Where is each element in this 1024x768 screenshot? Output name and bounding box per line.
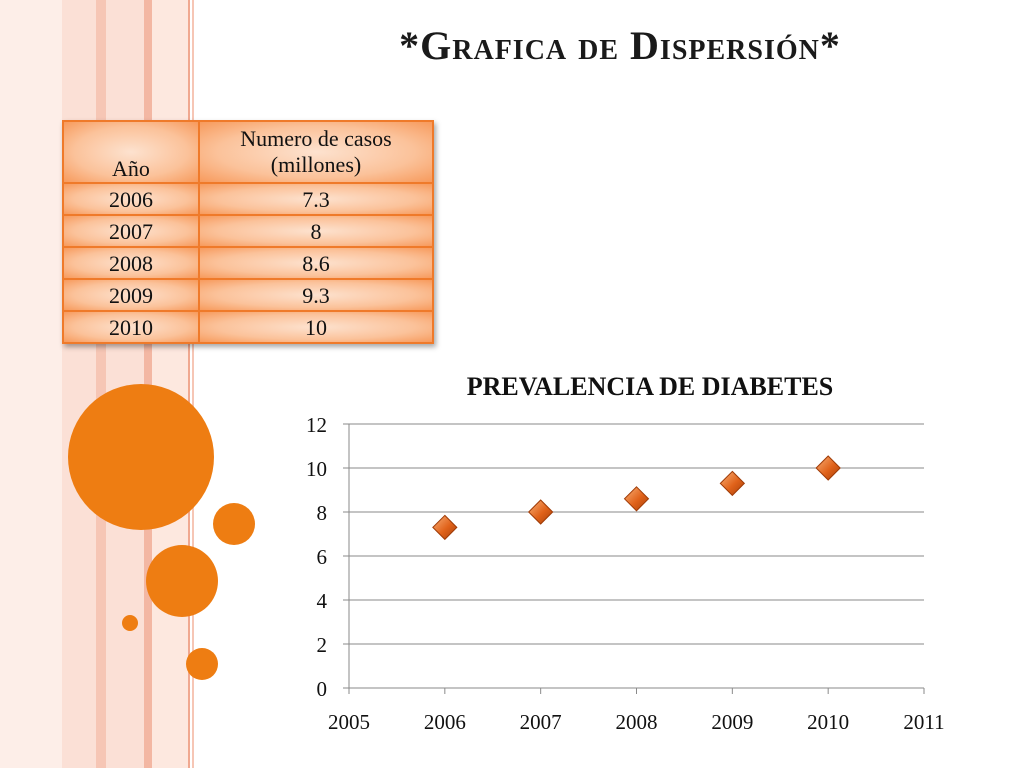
slide-title: *Grafica de Dispersión* <box>399 23 841 68</box>
table-cell-year: 2007 <box>62 214 200 248</box>
table-cell-year: 2008 <box>62 246 200 280</box>
table-header-row: Año Numero de casos (millones) <box>62 120 434 184</box>
y-tick-label: 10 <box>306 457 327 481</box>
table-cell-cases: 7.3 <box>198 182 434 216</box>
stripe-band <box>0 0 62 768</box>
table-cell-year: 2010 <box>62 310 200 344</box>
table-cell-cases: 9.3 <box>198 278 434 312</box>
table-row: 2009 9.3 <box>62 278 434 312</box>
x-tick-label: 2008 <box>616 710 658 734</box>
y-tick-label: 4 <box>317 589 328 613</box>
x-tick-label: 2009 <box>711 710 753 734</box>
chart-title: PREVALENCIA DE DIABETES <box>466 372 834 401</box>
table-cell-cases: 8.6 <box>198 246 434 280</box>
data-point <box>815 455 841 481</box>
decorative-circle-medium <box>146 545 218 617</box>
table-header-year: Año <box>62 120 200 184</box>
x-tick-label: 2011 <box>903 710 944 734</box>
chart-axes <box>343 423 925 694</box>
y-tick-label: 8 <box>317 501 328 525</box>
x-tick-label: 2005 <box>328 710 370 734</box>
table-row: 2008 8.6 <box>62 246 434 280</box>
y-tick-labels: 0 2 4 6 8 10 12 <box>306 413 328 701</box>
data-point <box>527 499 554 525</box>
y-tick-label: 0 <box>317 677 328 701</box>
decorative-circle-tiny <box>122 615 138 631</box>
data-point <box>623 486 650 512</box>
table-header-cases: Numero de casos (millones) <box>198 120 434 184</box>
table-cell-year: 2006 <box>62 182 200 216</box>
x-tick-label: 2006 <box>424 710 466 734</box>
table-row: 2006 7.3 <box>62 182 434 216</box>
x-tick-labels: 2005 2006 2007 2008 2009 2010 2011 <box>328 710 945 734</box>
table-cell-cases: 8 <box>198 214 434 248</box>
y-tick-label: 12 <box>306 413 327 437</box>
data-points <box>432 455 841 541</box>
grid-lines <box>349 423 924 645</box>
data-point <box>432 514 458 541</box>
table-cell-cases: 10 <box>198 310 434 344</box>
data-table: Año Numero de casos (millones) 2006 7.3 … <box>62 120 434 344</box>
x-tick-label: 2007 <box>520 710 562 734</box>
table-cell-year: 2009 <box>62 278 200 312</box>
stripe-band <box>188 0 190 768</box>
decorative-circle-small <box>186 648 218 680</box>
table-row: 2010 10 <box>62 310 434 344</box>
x-tick-label: 2010 <box>807 710 849 734</box>
decorative-circle-small <box>213 503 255 545</box>
data-point <box>719 470 746 497</box>
stripe-band <box>96 0 106 768</box>
decorative-circle-large <box>68 384 214 530</box>
stripe-band <box>192 0 194 768</box>
y-tick-label: 2 <box>317 633 328 657</box>
y-tick-label: 6 <box>317 545 328 569</box>
table-row: 2007 8 <box>62 214 434 248</box>
